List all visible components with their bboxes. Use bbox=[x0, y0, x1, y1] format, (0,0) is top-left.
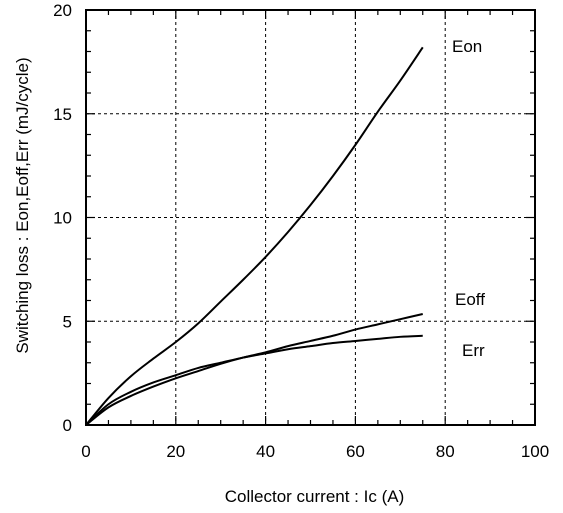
series-label-eoff: Eoff bbox=[455, 290, 485, 309]
series-labels: Eon Eoff Err bbox=[452, 37, 485, 360]
y-tick-label: 15 bbox=[53, 105, 72, 124]
x-tick-label: 80 bbox=[436, 442, 455, 461]
series-line-err bbox=[85, 334, 423, 426]
series-line-eon bbox=[85, 46, 424, 426]
y-tick-label: 5 bbox=[63, 312, 72, 331]
x-tick-label: 20 bbox=[166, 442, 185, 461]
y-tick-label: 20 bbox=[53, 1, 72, 20]
x-tick-label: 60 bbox=[346, 442, 365, 461]
grid-lines bbox=[86, 10, 535, 425]
y-tick-label: 0 bbox=[63, 416, 72, 435]
x-tick-label: 40 bbox=[256, 442, 275, 461]
y-tick-label: 10 bbox=[53, 209, 72, 228]
x-tick-labels: 0 20 40 60 80 100 bbox=[81, 442, 549, 461]
series-label-err: Err bbox=[462, 341, 485, 360]
plot-frame bbox=[85, 9, 536, 426]
x-tick-label: 0 bbox=[81, 442, 90, 461]
series-line-eoff bbox=[85, 313, 423, 426]
series-label-eon: Eon bbox=[452, 37, 482, 56]
y-axis-title: Switching loss : Eon,Eoff,Err (mJ/cycle) bbox=[13, 57, 32, 353]
x-tick-label: 100 bbox=[521, 442, 549, 461]
y-tick-labels: 0 5 10 15 20 bbox=[53, 1, 72, 435]
x-axis-title: Collector current : Ic (A) bbox=[225, 487, 405, 506]
series-curves bbox=[85, 46, 424, 426]
